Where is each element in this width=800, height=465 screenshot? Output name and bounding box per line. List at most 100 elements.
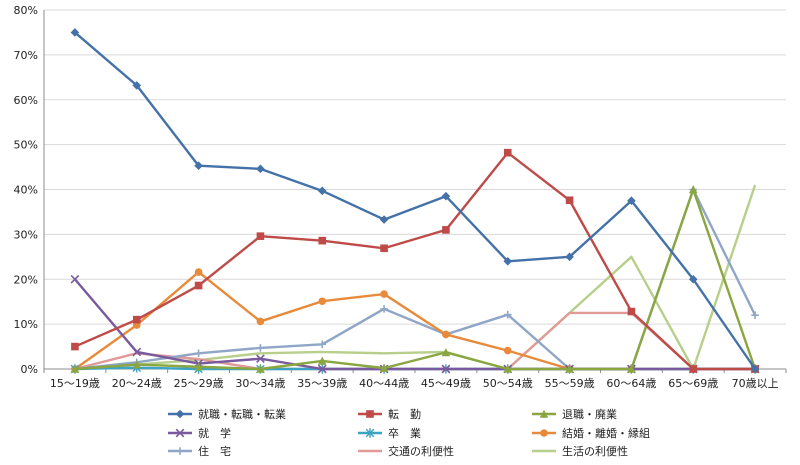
legend-item: 転 勤 xyxy=(358,408,421,421)
legend-item: 就 学 xyxy=(168,426,231,440)
legend-item: 交通の利便性 xyxy=(358,444,454,458)
legend-label: 生活の利便性 xyxy=(562,444,628,458)
legend-item: 生活の利便性 xyxy=(532,444,628,458)
series-退職・廃業 xyxy=(70,185,760,373)
series-line xyxy=(74,188,757,371)
series-line xyxy=(74,278,756,371)
series-line xyxy=(74,151,756,371)
legend-item: 就職・転職・転業 xyxy=(168,407,286,421)
x-tick-label: 45～49歳 xyxy=(421,377,471,390)
data-point xyxy=(688,185,698,194)
legend-label: 就職・転職・転業 xyxy=(198,407,286,421)
data-point xyxy=(318,236,327,245)
data-point xyxy=(503,148,512,157)
x-tick-label: 40～44歳 xyxy=(359,377,409,390)
data-point xyxy=(565,364,574,373)
data-point xyxy=(132,360,142,369)
data-point xyxy=(70,364,80,373)
x-tick-label: 35～39歳 xyxy=(297,377,347,390)
data-point xyxy=(380,305,388,313)
data-point xyxy=(317,186,327,196)
legend-label: 住 宅 xyxy=(198,444,231,458)
series-line xyxy=(74,184,757,371)
y-tick-label: 0% xyxy=(21,363,38,376)
data-point xyxy=(565,252,574,262)
x-tick-label: 70歳以上 xyxy=(732,377,779,390)
y-tick-label: 10% xyxy=(14,318,38,331)
data-point xyxy=(380,290,388,298)
data-point xyxy=(71,342,79,351)
y-tick-label: 50% xyxy=(14,139,38,152)
legend: 就職・転職・転業 転 勤 退職・廃業就 学 卒 業 結婚・離婚・縁組住 宅 交通の利便性 生… xyxy=(168,407,650,458)
data-point xyxy=(442,226,450,234)
data-point xyxy=(379,363,389,372)
x-tick-label: 50～54歳 xyxy=(483,377,533,390)
data-point xyxy=(132,315,141,324)
data-point xyxy=(688,274,698,284)
data-point xyxy=(441,191,451,201)
data-point xyxy=(194,281,203,290)
y-tick-label: 70% xyxy=(14,49,38,62)
x-tick-label: 15～19歳 xyxy=(50,377,100,390)
data-point xyxy=(540,429,548,437)
data-point xyxy=(194,268,203,276)
data-point xyxy=(317,364,327,374)
legend-label: 交通の利便性 xyxy=(388,444,454,458)
data-point xyxy=(627,364,636,373)
data-point xyxy=(539,409,549,418)
axes: 0% 10% 20% 30% 40% 50% 60% 70% 80% 15～19歳 20～24歳 25… xyxy=(14,4,787,390)
series-生活の利便性 xyxy=(74,184,757,371)
data-point xyxy=(176,447,184,455)
data-point xyxy=(503,364,513,373)
data-point xyxy=(565,196,574,205)
data-point xyxy=(627,307,636,316)
legend-item: 住 宅 xyxy=(168,444,231,458)
data-point xyxy=(70,28,80,37)
grid xyxy=(44,9,786,325)
y-tick-label: 60% xyxy=(14,94,38,107)
x-tick-label: 20～24歳 xyxy=(112,377,162,390)
data-point xyxy=(132,347,142,357)
data-point xyxy=(380,244,388,253)
legend-label: 結婚・離婚・縁組 xyxy=(562,426,650,440)
data-point xyxy=(256,232,265,240)
legend-label: 就 学 xyxy=(198,426,231,440)
data-point xyxy=(503,346,512,355)
data-point xyxy=(194,161,203,171)
data-point xyxy=(194,349,203,358)
data-point xyxy=(317,356,327,365)
data-point xyxy=(256,317,265,326)
data-point xyxy=(379,215,389,224)
data-point xyxy=(256,364,265,373)
data-point xyxy=(318,340,327,349)
legend-label: 転 勤 xyxy=(388,408,421,421)
x-tick-label: 25～29歳 xyxy=(174,377,224,390)
legend-label: 退職・廃業 xyxy=(562,407,617,421)
data-point xyxy=(441,364,451,374)
data-point xyxy=(256,164,265,174)
legend-label: 卒 業 xyxy=(388,426,421,440)
data-point xyxy=(751,311,759,319)
data-point xyxy=(503,310,512,319)
y-tick-label: 40% xyxy=(14,184,38,197)
x-tick-label: 65～69歳 xyxy=(668,377,718,390)
data-point xyxy=(627,196,636,206)
series-lines xyxy=(70,28,760,374)
data-point xyxy=(256,344,265,352)
data-point xyxy=(70,274,80,284)
data-point xyxy=(442,330,450,339)
y-tick-label: 30% xyxy=(14,228,38,241)
legend-item: 退職・廃業 xyxy=(532,407,617,421)
data-point xyxy=(689,365,698,373)
data-point xyxy=(132,81,142,90)
data-point xyxy=(318,297,327,306)
series-就職・転職・転業 xyxy=(70,28,760,374)
x-tick-label: 30～34歳 xyxy=(235,377,285,390)
data-point xyxy=(256,354,265,364)
y-tick-label: 20% xyxy=(14,273,38,286)
data-point xyxy=(194,362,203,371)
x-tick-label: 60～64歳 xyxy=(606,377,656,390)
data-point xyxy=(503,257,513,266)
